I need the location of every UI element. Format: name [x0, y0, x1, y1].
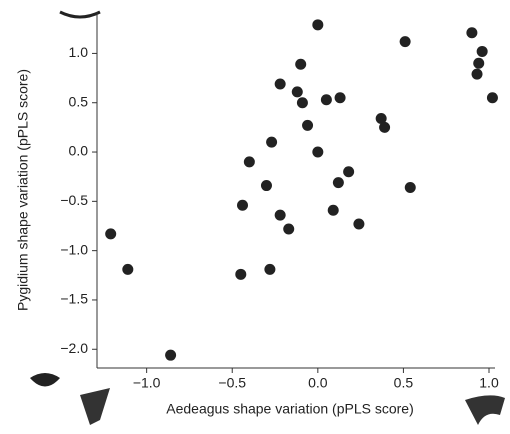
point	[476, 45, 488, 57]
x-tick-label: 1.0	[479, 375, 499, 391]
y-tick-label: −0.5	[60, 192, 88, 208]
y-tick-label: 0.5	[69, 93, 89, 109]
point	[105, 228, 117, 240]
y-tick-label: −2.0	[60, 340, 88, 356]
point	[264, 263, 276, 275]
point	[471, 68, 483, 80]
x-tick-label: 0.0	[308, 375, 328, 391]
point	[291, 86, 303, 98]
point	[122, 263, 134, 275]
point	[274, 78, 286, 90]
point	[237, 199, 249, 211]
icon-aedeagus-right	[465, 395, 505, 425]
point	[399, 36, 411, 48]
point	[235, 268, 247, 280]
point	[486, 92, 498, 104]
point	[312, 146, 324, 158]
point	[266, 136, 278, 148]
point	[296, 97, 308, 109]
point	[302, 119, 314, 131]
y-axis-label: Pygidium shape variation (pPLS score)	[15, 69, 31, 311]
point	[165, 349, 177, 361]
point	[353, 218, 365, 230]
icon-top	[59, 10, 101, 19]
point	[334, 92, 346, 104]
y-tick-label: 1.0	[69, 44, 89, 60]
point	[260, 180, 272, 192]
icon-bottom-left	[30, 373, 60, 387]
point	[375, 113, 387, 125]
point	[343, 166, 355, 178]
point	[327, 204, 339, 216]
point	[379, 121, 391, 133]
point	[466, 27, 478, 39]
x-tick-label: −0.5	[218, 375, 246, 391]
point	[320, 94, 332, 106]
point	[283, 223, 295, 235]
x-tick-label: −1.0	[133, 375, 161, 391]
point	[404, 182, 416, 194]
point	[332, 177, 344, 189]
point	[274, 209, 286, 221]
x-tick-label: 0.5	[394, 375, 414, 391]
x-axis-label: Aedeagus shape variation (pPLS score)	[166, 401, 413, 417]
point	[295, 58, 307, 70]
point	[243, 156, 255, 168]
y-tick-label: 0.0	[69, 143, 89, 159]
point	[312, 19, 324, 31]
icon-aedeagus-left	[80, 388, 110, 425]
point	[473, 57, 485, 69]
y-tick-label: −1.0	[60, 241, 88, 257]
y-tick-label: −1.5	[60, 291, 88, 307]
